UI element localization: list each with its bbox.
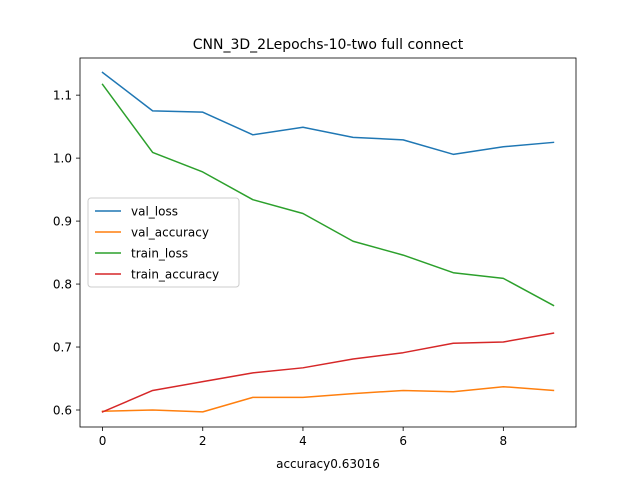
y-tick-label: 0.9 [53,215,72,229]
legend-label-val-loss: val_loss [131,205,178,219]
x-tick-label: 8 [500,434,508,448]
x-tick-label: 0 [99,434,107,448]
chart-title: CNN_3D_2Lepochs-10-two full connect [193,37,464,53]
y-tick-label: 0.7 [53,341,72,355]
legend-label-val-accuracy: val_accuracy [131,226,209,240]
legend-label-train-loss: train_loss [131,247,188,261]
series-line-train-loss [101,83,555,307]
plot-area: 0 2 4 6 8 0.6 0.7 0.8 0.9 1.0 1.1 val_loss val_accur… [53,57,577,448]
legend-box [87,197,240,288]
x-tick-label: 4 [299,434,307,448]
legend-label-train-accuracy: train_accuracy [131,268,219,282]
x-tick-label: 6 [399,434,407,448]
y-tick-label: 1.0 [53,152,72,166]
series-line-val-loss [101,71,555,156]
y-tick-label: 0.8 [53,278,72,292]
x-tick-label: 2 [199,434,207,448]
x-axis-label: accuracy0.63016 [276,457,380,471]
series-line-val-accuracy [101,385,555,413]
y-tick-label: 1.1 [53,89,72,103]
y-tick-label: 0.6 [53,403,72,417]
series-line-train-accuracy [101,332,555,413]
axes-frame [79,57,577,428]
